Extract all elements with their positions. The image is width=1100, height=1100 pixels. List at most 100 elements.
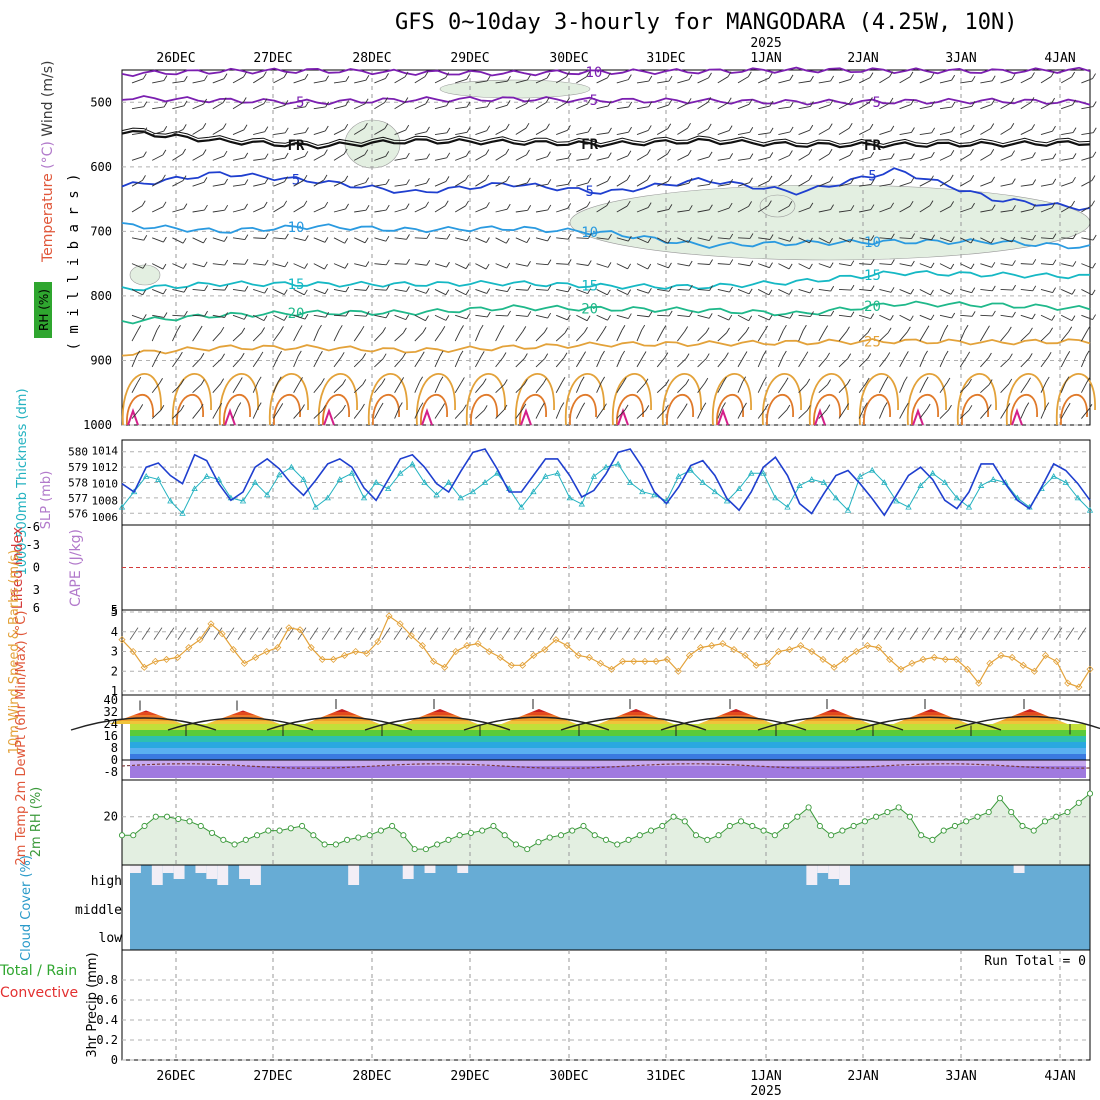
wind-barb-flag <box>522 326 527 332</box>
wind-barb <box>455 263 467 270</box>
wind10-barb <box>885 627 895 640</box>
high-cloud-gap <box>839 865 850 885</box>
warm-isotherm-loop <box>268 373 309 426</box>
wind-barb <box>919 205 931 213</box>
wind-barb-flag <box>547 312 552 319</box>
bottom-date-label: 26DEC <box>156 1069 195 1084</box>
wind-barb <box>596 105 609 110</box>
wind-barb-flag <box>283 315 288 321</box>
wind-barb <box>758 105 771 110</box>
wind-barb-flag <box>137 325 142 331</box>
wind-barb <box>657 180 669 187</box>
wind-barb <box>333 128 345 135</box>
rh2m-point <box>1008 809 1015 816</box>
wind-barb <box>818 263 831 269</box>
warm-isotherm-loop <box>863 394 891 426</box>
wind10-speed-point <box>352 647 360 656</box>
wind-barb-flag <box>688 237 692 243</box>
wind-barb <box>879 207 891 213</box>
wind-barb <box>879 332 889 342</box>
wind-barb-flag <box>507 75 511 82</box>
wind-barb <box>677 237 689 243</box>
wind-barb-flag <box>644 378 649 384</box>
thickness-point <box>167 497 174 504</box>
wind-barb <box>697 183 710 187</box>
wind-barb <box>172 80 185 84</box>
wind-barb-flag <box>320 378 325 384</box>
wind-barb <box>960 314 973 317</box>
wind-barb-flag <box>361 403 365 410</box>
wind-barb-flag <box>325 311 330 318</box>
wind-barb <box>293 314 306 320</box>
wind-barb-flag <box>769 234 774 240</box>
wind-barb <box>777 355 784 368</box>
wind10-speed-point <box>307 643 315 652</box>
precip-total-label: Total / Rain <box>0 963 77 979</box>
wind-barb-flag <box>342 379 347 385</box>
wind10-speed-point <box>541 645 549 654</box>
wind-barb-flag <box>1027 377 1031 384</box>
wind-barb-flag <box>829 237 833 244</box>
wind-barb-flag <box>303 289 308 296</box>
warm-isotherm-loop <box>1010 394 1038 426</box>
wind-barb <box>636 129 649 135</box>
wind-barb <box>131 289 143 296</box>
wind10-barb <box>597 627 607 640</box>
bottom-date-label: 30DEC <box>549 1069 588 1084</box>
wind-barb-flag <box>345 75 350 82</box>
wind-barb-flag <box>527 261 531 267</box>
wind-barb-flag <box>507 310 511 317</box>
wind-barb-flag <box>567 203 572 209</box>
isotherm-label: -5 <box>864 95 881 111</box>
thickness-point <box>191 485 198 492</box>
wind-barb <box>1020 208 1033 213</box>
wind-barb <box>1061 237 1074 240</box>
wind-barb-flag <box>949 174 954 181</box>
wind-barb-flag <box>762 350 767 357</box>
wind-barb-flag <box>500 325 505 331</box>
warm-isotherm-loop <box>711 373 752 426</box>
ylabel-part: (°C) <box>40 141 56 173</box>
wind-barb-flag <box>224 312 228 318</box>
wind-barb-flag <box>362 353 367 359</box>
wind10-speed-point <box>129 647 137 656</box>
wind10-barb <box>537 627 547 640</box>
wind-barb-flag <box>1029 327 1033 334</box>
wind-barb <box>677 383 687 394</box>
wind10-speed-point <box>619 657 627 665</box>
wind-barb-flag <box>909 315 914 321</box>
wind-barb <box>818 409 828 419</box>
wind10-speed-point <box>652 657 660 665</box>
wind-barb-flag <box>1010 123 1015 129</box>
wind-barb <box>576 237 589 239</box>
wind-barb-flag <box>1072 127 1077 133</box>
wind-barb <box>232 102 244 110</box>
wind-barb <box>152 130 164 135</box>
wind-barb <box>495 384 505 394</box>
wind-barb-flag <box>850 284 855 291</box>
wind10-barb <box>465 627 475 640</box>
wind-barb <box>818 237 830 244</box>
wind-barb-flag <box>177 324 181 331</box>
wind-barb <box>879 357 888 368</box>
thickness-point <box>784 503 791 510</box>
wind-barb-flag <box>1071 200 1075 207</box>
wind-barb <box>737 381 744 393</box>
wind-barb <box>495 237 507 244</box>
wind-barb-flag <box>944 350 949 357</box>
wind-barb-flag <box>911 127 915 133</box>
warm-isotherm-loop <box>322 394 350 426</box>
wind-barb-flag <box>220 378 225 384</box>
rh2m-point <box>411 846 418 853</box>
wind-barb-flag <box>768 289 773 296</box>
wind-barb-flag <box>768 314 773 321</box>
wind-barb <box>939 131 952 135</box>
wind-barb-flag <box>283 72 288 78</box>
wind-barb <box>1081 330 1088 342</box>
wind-barb <box>838 127 850 135</box>
warm-isotherm-loop <box>858 373 899 426</box>
wind-barb <box>414 237 427 239</box>
thickness-point <box>711 488 719 495</box>
